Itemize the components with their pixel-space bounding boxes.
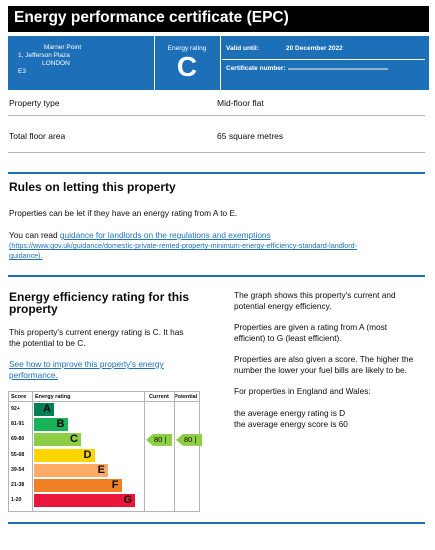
section-divider: [8, 275, 425, 277]
energy-rating-chart: Score Energy rating Current Potential 92…: [8, 391, 202, 512]
divider: [8, 115, 425, 116]
improve-performance-link-line-2[interactable]: performance.: [9, 370, 58, 380]
section-divider: [8, 172, 425, 174]
current-column-header: Current: [149, 394, 169, 400]
letting-heading: Rules on letting this property: [9, 180, 176, 194]
rating-scale-explanation-line-2: efficient) to G (least efficient).: [234, 333, 342, 343]
landlord-guidance-link[interactable]: guidance for landlords on the regulation…: [59, 230, 271, 240]
current-rating-text-line-2: the potential to be C.: [9, 338, 86, 348]
band-letter-c: C: [70, 433, 78, 446]
band-bar-b: B: [34, 418, 68, 432]
divider: [222, 59, 425, 60]
page-title: Energy performance certificate (EPC): [14, 9, 289, 26]
band-bar-g: G: [34, 494, 135, 508]
band-letter-g: G: [123, 494, 132, 507]
divider: [154, 36, 155, 90]
band-letter-b: B: [56, 418, 65, 431]
average-score-text: the average energy score is 60: [234, 419, 348, 429]
score-explanation-line-1: Properties are also given a score. The h…: [234, 354, 414, 364]
chart-divider: [174, 392, 175, 511]
rating-scale-explanation-line-1: Properties are given a rating from A (mo…: [234, 322, 388, 332]
current-rating-arrow: 80 | C: [146, 433, 172, 446]
band-bar-c: C: [34, 433, 81, 447]
graph-explanation-line-2: potential energy efficiency.: [234, 301, 332, 311]
chart-header-rule: [9, 401, 199, 402]
divider: [8, 152, 425, 153]
improve-performance-link-line-1[interactable]: See how to improve this property's energ…: [9, 359, 164, 369]
band-range-b: 81-91: [11, 421, 25, 428]
divider: [220, 36, 221, 90]
band-letter-f: F: [111, 479, 119, 491]
energy-rating-value: C: [176, 51, 198, 82]
band-letter-e: E: [97, 463, 105, 476]
guidance-prefix: You can read: [9, 230, 60, 240]
band-letter-d: D: [83, 448, 92, 461]
score-explanation-line-2: number the lower your fuel bills are lik…: [234, 365, 407, 375]
potential-rating-arrow: 80 | C: [176, 433, 202, 446]
property-type-value: Mid-floor flat: [217, 98, 264, 108]
chart-divider: [32, 392, 33, 511]
letting-guidance-paragraph: You can read guidance for landlords on t…: [9, 230, 429, 240]
rating-column-header: Energy rating: [35, 394, 71, 400]
floor-area-label: Total floor area: [9, 131, 66, 141]
certificate-number-label: Certificate number:: [226, 65, 286, 72]
graph-explanation-line-1: The graph shows this property's current …: [234, 290, 396, 300]
band-range-d: 55-68: [11, 451, 25, 458]
section-divider: [8, 522, 425, 524]
band-range-f: 21-38: [11, 482, 25, 488]
valid-until-label: Valid until:: [226, 45, 259, 52]
potential-column-header: Potential: [174, 394, 198, 400]
band-range-c: 69-80: [11, 436, 25, 443]
efficiency-heading-line-1: Energy efficiency rating for this: [9, 290, 190, 304]
valid-until-value: 20 December 2022: [286, 45, 343, 52]
guidance-url-line-2[interactable]: guidance).: [9, 251, 43, 260]
current-rating-text-line-1: This property's current energy rating is…: [9, 327, 184, 337]
property-address: Marner Point 1, Jefferson Plaza LONDON E…: [8, 44, 148, 76]
band-bar-e: E: [34, 463, 108, 477]
band-range-g: 1-20: [11, 497, 22, 504]
band-range-e: 39-54: [11, 466, 25, 473]
certificate-summary-band: Marner Point 1, Jefferson Plaza LONDON E…: [8, 36, 429, 90]
chart-divider: [144, 392, 145, 511]
england-wales-heading: For properties in England and Wales:: [234, 386, 371, 396]
property-type-label: Property type: [9, 98, 60, 108]
current-rating-label: 80 | C: [154, 434, 167, 454]
band-bar-f: F: [34, 479, 122, 492]
efficiency-heading-line-2: property: [9, 302, 58, 316]
title-bar: Energy performance certificate (EPC): [8, 6, 429, 32]
address-line-3: LONDON: [42, 60, 70, 67]
band-bar-d: D: [34, 448, 95, 462]
average-rating-text: the average energy rating is D: [234, 408, 346, 418]
letting-paragraph: Properties can be let if they have an en…: [9, 208, 238, 218]
address-line-2: 1, Jefferson Plaza: [18, 52, 70, 59]
potential-rating-label: 80 | C: [184, 434, 197, 454]
floor-area-value: 65 square metres: [217, 131, 284, 141]
guidance-url-line-1[interactable]: (https://www.gov.uk/guidance/domestic-pr…: [9, 241, 358, 250]
address-line-1: Marner Point: [44, 44, 82, 51]
band-letter-a: A: [43, 403, 51, 415]
band-range-a: 92+: [11, 406, 20, 412]
certificate-number-redacted: [288, 68, 388, 70]
address-line-4: E3: [18, 68, 26, 75]
band-bar-a: A: [34, 403, 54, 416]
energy-rating-label: Energy rating: [167, 45, 207, 52]
score-column-header: Score: [11, 394, 27, 400]
